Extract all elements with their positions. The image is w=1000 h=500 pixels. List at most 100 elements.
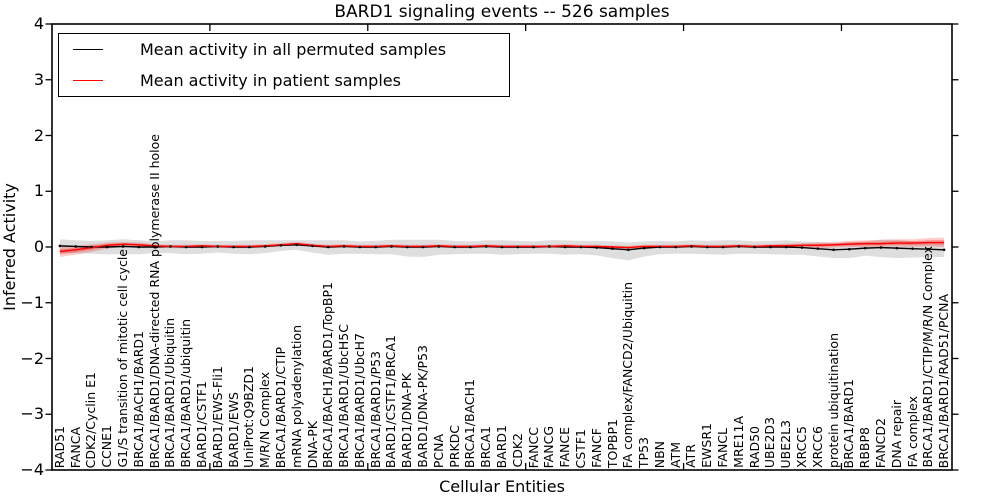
x-category-label: FANCA <box>67 426 83 468</box>
chart-title: BARD1 signaling events -- 526 samples <box>334 2 670 22</box>
permuted-mean-marker <box>421 245 425 249</box>
permuted-mean-marker <box>327 245 330 249</box>
permuted-mean-marker <box>548 245 551 248</box>
permuted-mean-marker <box>374 245 377 249</box>
x-category-label: CSTF1 <box>572 428 588 468</box>
x-category-label: XRCC5 <box>794 425 809 468</box>
permuted-mean-marker <box>942 248 946 252</box>
x-category-label: mRNA polyadenylation <box>288 325 304 468</box>
legend-label: Mean activity in patient samples <box>140 71 401 90</box>
x-category-label: ATM <box>667 441 683 468</box>
permuted-mean-marker <box>390 245 393 248</box>
x-category-label: MRE11A <box>730 416 746 468</box>
permuted-mean-marker <box>437 245 441 248</box>
y-tick-label: −2 <box>20 348 44 368</box>
permuted-mean-marker <box>800 246 804 249</box>
permuted-mean-marker <box>232 245 235 249</box>
x-category-label: FA complex/FANCD2/Ubiquitin <box>620 281 636 468</box>
x-category-label: BARD1/EWS <box>225 392 241 468</box>
permuted-mean-marker <box>200 245 204 249</box>
x-category-label: BRCA1/BARD1/CTIP <box>272 346 288 468</box>
patient-confidence-band-outer <box>59 237 945 258</box>
permuted-mean-marker <box>611 247 614 250</box>
x-category-label: EWSR1 <box>699 423 715 468</box>
permuted-mean-marker <box>832 248 835 252</box>
permuted-mean-marker <box>342 245 346 248</box>
permuted-mean-marker <box>121 245 125 248</box>
permuted-mean-marker <box>516 245 520 249</box>
x-category-label: FANCE <box>557 427 573 468</box>
y-tick-label: −4 <box>20 460 44 479</box>
x-category-label: BRCA1/BACH1/BARD1 <box>130 331 146 468</box>
x-category-label: RAD50 <box>746 425 762 468</box>
permuted-mean-marker <box>105 245 109 249</box>
x-category-label: BRCA1/BARD1/Ubiquitin <box>162 318 178 468</box>
x-category-label: NBN <box>651 440 667 468</box>
permuted-mean-marker <box>295 243 299 247</box>
patient-line-swatch-icon <box>73 80 103 81</box>
x-category-label: BARD1/DNA-PK <box>399 372 415 468</box>
permuted-mean-marker <box>911 247 914 250</box>
permuted-mean-marker <box>248 245 251 249</box>
x-category-label: UniProt:Q9BZD1 <box>241 366 257 468</box>
permuted-mean-marker <box>784 245 788 249</box>
x-category-label: UBE2D3 <box>762 416 778 468</box>
x-category-label: FANCF <box>588 428 604 468</box>
permuted-mean-marker <box>169 245 172 248</box>
permuted-mean-marker <box>627 248 630 252</box>
y-tick-label: 2 <box>33 125 44 145</box>
x-category-label: PCNA <box>430 433 446 468</box>
legend: Mean activity in all permuted samples Me… <box>58 33 510 97</box>
permuted-mean-marker <box>563 245 567 249</box>
permuted-mean-marker <box>453 245 456 249</box>
x-category-label: FANCL <box>715 428 731 468</box>
x-category-label: BARD1/EWS-Fli1 <box>209 365 225 468</box>
permuted-line-swatch-icon <box>73 49 103 50</box>
x-category-label: BRCA1/BARD1/UbcH5C <box>336 324 352 468</box>
permuted-mean-marker <box>863 246 867 250</box>
x-category-label: TP53 <box>636 436 652 468</box>
x-category-label: protein ubiquitination <box>825 333 841 468</box>
permuted-mean-marker <box>642 246 646 250</box>
x-axis-label: Cellular Entities <box>439 477 565 496</box>
x-category-label: CCNE1 <box>99 425 115 468</box>
x-category-label: DNA-PK <box>304 420 320 469</box>
permuted-mean-marker <box>690 245 693 248</box>
x-category-label: BRCA1/BACH1 <box>462 378 478 468</box>
permuted-mean-marker <box>753 245 756 249</box>
x-category-label: BRCA1 <box>478 426 494 468</box>
x-category-label: BARD1/CSTF1 <box>194 380 209 468</box>
permuted-mean-line <box>59 244 945 251</box>
permuted-mean-marker <box>216 245 220 248</box>
y-tick-label: 0 <box>33 237 44 256</box>
x-category-label: BRCA1/BACH1/BARD1/TopBP1 <box>320 281 336 468</box>
permuted-mean-marker <box>484 245 488 248</box>
x-category-label: BARD1 <box>494 424 509 468</box>
legend-label: Mean activity in all permuted samples <box>140 40 447 59</box>
x-category-label: BRCA1/BARD1/UbcH7 <box>351 333 367 468</box>
x-category-label: BRCA1/BARD1/CTIP/M/R/N Complex <box>920 246 936 468</box>
x-category-label: BRCA1/BARD1/RAD51/PCNA <box>936 293 952 468</box>
y-tick-label: 1 <box>33 181 44 201</box>
x-category-label: BRCA1/BARD1/DNA-directed RNA polymerase … <box>146 133 162 468</box>
y-tick-label: 3 <box>33 69 44 89</box>
x-category-label: G1/S transition of mitotic cell cycle <box>115 249 131 468</box>
permuted-mean-marker <box>595 246 599 249</box>
permuted-mean-marker <box>500 245 504 249</box>
permuted-mean-marker <box>705 245 709 249</box>
permuted-confidence-band <box>59 239 945 261</box>
permuted-mean-marker <box>721 245 725 249</box>
y-tick-label: −1 <box>20 292 44 312</box>
y-tick-label: 4 <box>33 14 44 33</box>
x-category-label: BRCA1/BARD1 <box>841 378 857 468</box>
x-category-label: RBBP8 <box>857 426 873 468</box>
permuted-mean-marker <box>532 245 535 249</box>
permuted-mean-marker <box>848 247 851 251</box>
x-category-label: RAD51 <box>51 425 67 468</box>
x-category-label: FANCC <box>525 426 541 468</box>
legend-item: Mean activity in all permuted samples <box>59 34 509 65</box>
x-category-label: TOPBP1 <box>604 418 620 468</box>
x-category-label: BRCA1/BARD1/ubiquitin <box>178 319 194 468</box>
permuted-mean-marker <box>58 244 62 248</box>
